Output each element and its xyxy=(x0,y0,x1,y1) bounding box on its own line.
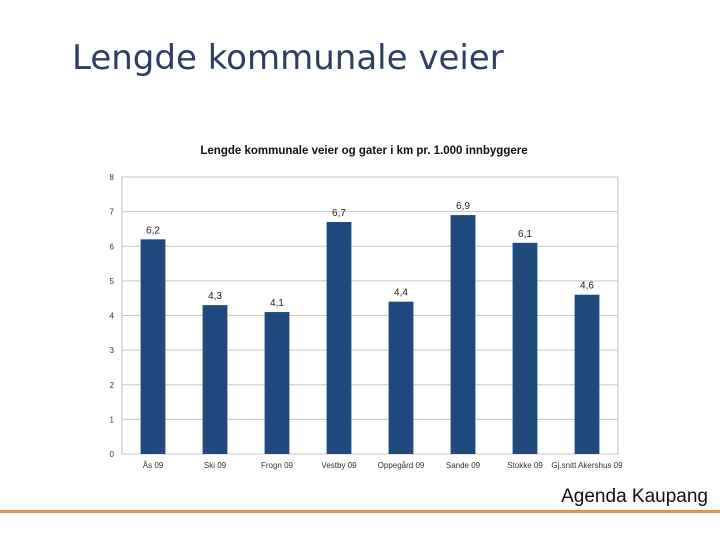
chart-title: Lengde kommunale veier og gater i km pr.… xyxy=(200,145,527,157)
bar xyxy=(264,312,290,454)
bar xyxy=(574,294,600,454)
y-tick-label: 0 xyxy=(110,450,115,459)
bar-chart: Lengde kommunale veier og gater i km pr.… xyxy=(98,134,646,479)
bar xyxy=(326,222,352,454)
y-tick-label: 4 xyxy=(110,312,115,321)
slide-title: Lengde kommunale veier xyxy=(72,38,504,78)
bar xyxy=(450,215,476,454)
chart-data-labels: 6,2 4,3 4,1 6,7 4,4 6,9 6,1 4,6 xyxy=(146,201,594,309)
y-tick-label: 5 xyxy=(110,277,115,286)
x-tick-label: Frogn 09 xyxy=(261,461,294,470)
y-tick-label: 6 xyxy=(110,242,115,251)
bar xyxy=(140,239,166,454)
bar xyxy=(512,242,538,454)
bar xyxy=(202,305,228,454)
data-label: 6,1 xyxy=(518,229,532,240)
data-label: 6,7 xyxy=(332,208,346,219)
data-label: 4,3 xyxy=(208,291,222,302)
y-tick-label: 8 xyxy=(110,173,115,182)
footer-brand: Agenda Kaupang xyxy=(561,486,708,507)
x-tick-label: Stokke 09 xyxy=(507,461,543,470)
chart-canvas: Lengde kommunale veier og gater i km pr.… xyxy=(98,134,646,479)
data-label: 6,2 xyxy=(146,225,160,236)
x-tick-label: Ås 09 xyxy=(143,461,164,470)
x-tick-label: Vestby 09 xyxy=(321,461,357,470)
bar xyxy=(388,301,414,454)
data-label: 6,9 xyxy=(456,201,470,212)
x-tick-label: Ski 09 xyxy=(204,461,227,470)
y-tick-label: 7 xyxy=(110,208,115,217)
footer-divider xyxy=(0,510,720,513)
y-tick-label: 3 xyxy=(110,346,115,355)
data-label: 4,4 xyxy=(394,288,408,299)
data-label: 4,1 xyxy=(270,298,284,309)
x-tick-label: Sande 09 xyxy=(446,461,481,470)
x-axis-ticks: Ås 09 Ski 09 Frogn 09 Vestby 09 Oppegård 09 S… xyxy=(143,461,623,470)
y-tick-label: 2 xyxy=(110,381,115,390)
chart-background xyxy=(98,134,646,479)
y-axis-ticks: 0 1 2 3 4 5 6 7 8 xyxy=(110,173,115,459)
y-tick-label: 1 xyxy=(110,415,115,424)
data-label: 4,6 xyxy=(580,281,594,292)
chart-bars xyxy=(140,215,600,454)
x-tick-label: Gj.snitt Akershus 09 xyxy=(551,461,623,470)
x-tick-label: Oppegård 09 xyxy=(378,461,425,470)
